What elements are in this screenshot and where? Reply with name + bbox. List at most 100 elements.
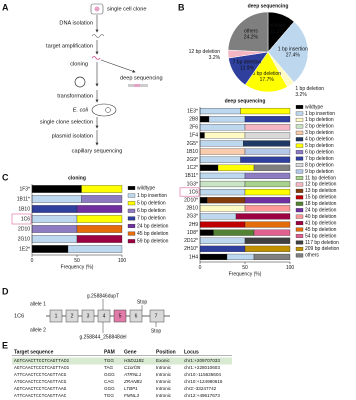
- bar-segment: [199, 213, 237, 220]
- bar-segment: [244, 221, 291, 228]
- pie-slice: [267, 21, 309, 83]
- y-tick-label: 2F6: [189, 125, 198, 131]
- x-axis-label: Frequency (%): [229, 271, 262, 277]
- panel-label: A: [2, 2, 9, 12]
- slice-label: 1 bp deletion: [295, 86, 324, 92]
- legend-label: 1 bp insertion: [305, 111, 335, 117]
- slice-value: 27.4%: [286, 52, 301, 58]
- bar-segment: [31, 245, 69, 253]
- legend-swatch: [295, 105, 304, 109]
- legend-swatch: [295, 143, 304, 148]
- pie-slice: [244, 51, 288, 93]
- legend-swatch: [127, 208, 136, 213]
- legend-swatch: [295, 246, 304, 251]
- bar-segment: [244, 132, 291, 139]
- legend-label: 2 bp deletion: [305, 124, 334, 130]
- bar-segment: [31, 205, 78, 213]
- y-tick-label: 1D8*: [187, 230, 198, 236]
- bar-segment: [67, 245, 123, 253]
- legend-label: 15 bp deletion: [305, 195, 337, 201]
- bar-segment: [244, 205, 291, 212]
- bar-segment: [81, 185, 123, 193]
- y-tick-label: 1H4: [189, 254, 198, 260]
- slice-value: 12.9%: [240, 65, 255, 71]
- legend-label: 1 bp insertion: [137, 193, 167, 199]
- slice-label: 12 bp deletion: [189, 49, 221, 55]
- exon-label: 4: [103, 314, 106, 320]
- bar-segment: [253, 164, 291, 171]
- y-tick-label: 1G3*: [187, 181, 198, 187]
- legend-label: 45 bp deletion: [305, 227, 337, 233]
- flow-step: capillary sequencing: [72, 148, 123, 154]
- legend-swatch: [127, 239, 136, 244]
- legend-label: 40 bp deletion: [305, 214, 337, 220]
- legend-label: 12 bp deletion: [305, 182, 337, 188]
- y-tick-label: 2B8: [189, 116, 198, 122]
- table-cell: Intronic: [156, 372, 172, 377]
- table-cell: ATTCAACTCCTCAGTTAAC: [14, 393, 67, 399]
- legend-swatch: [127, 231, 136, 236]
- table-cell: chr10:+124980616: [184, 379, 223, 384]
- table-cell: Intronic: [156, 365, 172, 370]
- bar-segment: [199, 189, 246, 196]
- legend-swatch: [295, 150, 304, 155]
- legend-label: 117 bp deletion: [305, 240, 339, 246]
- clone-label: 1C6: [14, 313, 24, 319]
- bar-segment: [199, 180, 246, 188]
- legend-swatch: [295, 182, 304, 187]
- legend-label: 18 bp deletion: [305, 201, 337, 207]
- y-tick-label: 2D12*: [184, 238, 198, 244]
- legend-swatch: [127, 216, 136, 221]
- slice-value: 11.3%: [270, 29, 284, 35]
- y-tick-label: 1F4: [189, 133, 198, 139]
- y-tick-label: 1C6: [21, 216, 30, 222]
- y-tick-label: 2B10: [186, 206, 198, 212]
- x-tick-label: 0: [199, 265, 202, 271]
- y-tick-label: 1C6: [189, 189, 198, 195]
- table-cell: FMNL3: [124, 393, 140, 398]
- dna-icon: [91, 34, 105, 38]
- table-cell: AGTCAACTCCTCAGTTAAG: [14, 386, 67, 392]
- bar-segment: [199, 197, 208, 204]
- panel-label: D: [2, 286, 9, 296]
- legend-label: 24 bp deletion: [137, 223, 169, 229]
- bar-segment: [199, 107, 241, 115]
- flow-step: single cell clone: [107, 6, 147, 12]
- bar-segment: [240, 107, 291, 115]
- bar-segment: [243, 140, 291, 147]
- bar-segment: [207, 197, 246, 204]
- flow-step: DNA isolation: [59, 20, 93, 26]
- table-cell: chr1:+209707033: [184, 358, 220, 363]
- bar-segment: [199, 221, 246, 228]
- y-tick-label: 1C2*: [187, 165, 198, 171]
- table-cell: Intronic: [156, 393, 172, 398]
- table-header: Locus: [184, 349, 199, 355]
- bar-segment: [199, 237, 246, 244]
- bar-segment: [31, 185, 82, 193]
- flow-step: E. coli: [73, 107, 89, 113]
- reads: [134, 84, 140, 87]
- table-cell: AGTCAACTCCCTCAGTTACG: [14, 365, 69, 371]
- exon: [129, 309, 143, 323]
- y-tick-label: 2H10*: [184, 246, 198, 252]
- table-cell: ATTCAACTCCTCAGTTACG: [14, 372, 67, 378]
- legend-label: 1 bp deletion: [305, 117, 334, 123]
- legend-swatch: [295, 214, 304, 219]
- x-axis-label: Frequency (%): [61, 264, 94, 270]
- legend-label: 8 bp deletion: [305, 162, 334, 168]
- bar-segment: [199, 116, 210, 123]
- bar-segment: [199, 253, 228, 261]
- bar-segment: [199, 205, 246, 212]
- exon-label: 5: [119, 314, 122, 320]
- bar-segment: [81, 195, 123, 203]
- legend-swatch: [127, 193, 136, 198]
- legend-swatch: [295, 240, 304, 245]
- legend-label: 209 bp deletion: [305, 246, 339, 252]
- y-tick-label: 2G10: [18, 236, 30, 242]
- table-cell: Intronic: [156, 386, 172, 391]
- legend-label: 11 bp deletion: [305, 175, 336, 181]
- slice-label: wildtype: [268, 23, 286, 29]
- highlight: [11, 213, 32, 225]
- bar-segment: [217, 164, 255, 171]
- allele-label: allele 1: [30, 301, 46, 307]
